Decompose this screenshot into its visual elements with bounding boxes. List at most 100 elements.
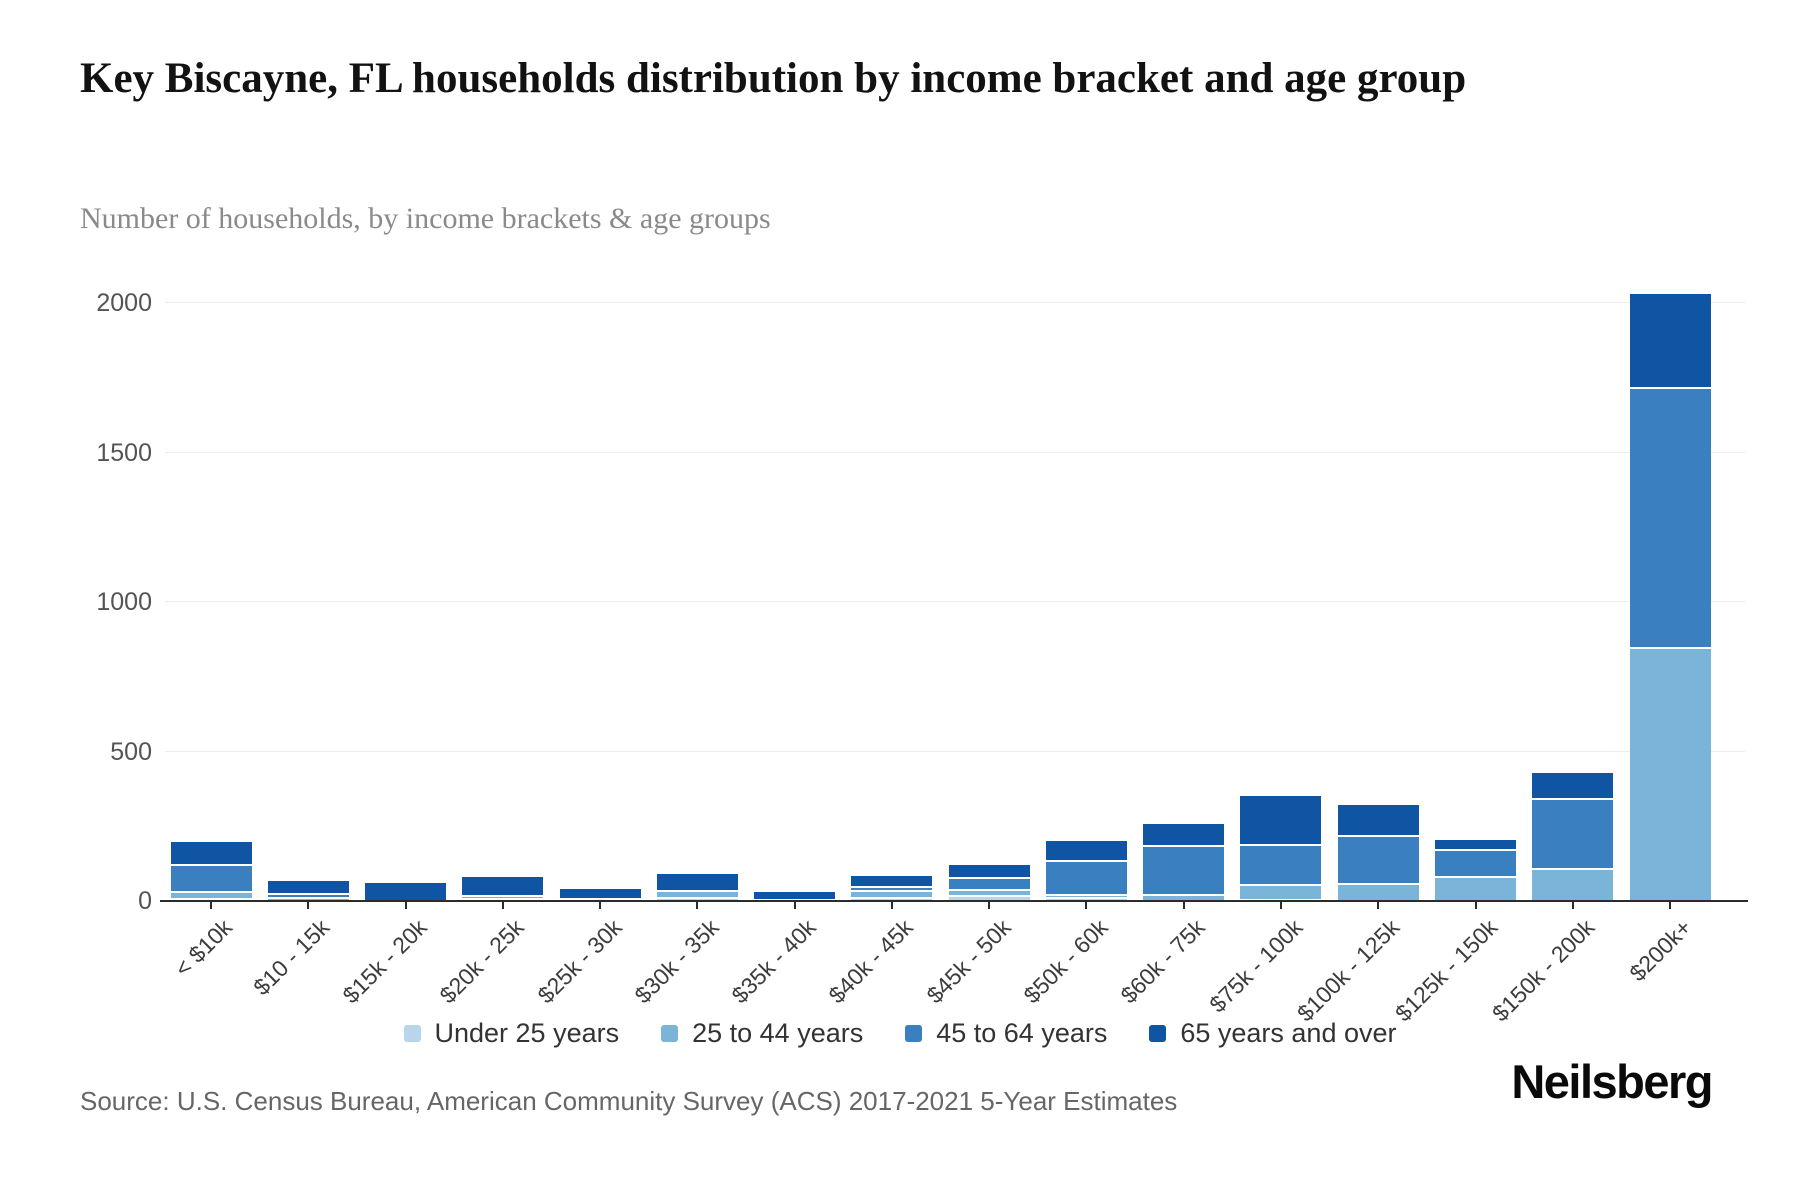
y-axis-label: 1000: [96, 588, 152, 616]
bar-segment[interactable]: [365, 883, 447, 901]
bar--25k-30k[interactable]: [559, 889, 641, 901]
bar-segment[interactable]: [1435, 876, 1516, 901]
bar-segment[interactable]: [1435, 849, 1516, 876]
bar-segment[interactable]: [462, 898, 544, 901]
bar--125k-150k[interactable]: [1435, 840, 1516, 901]
bar-segment[interactable]: [851, 890, 933, 897]
y-axis-label: 2000: [96, 289, 152, 317]
bar-segment[interactable]: [170, 864, 252, 891]
legend-label: 45 to 64 years: [936, 1018, 1108, 1048]
chart-subtitle: Number of households, by income brackets…: [80, 202, 771, 235]
bar-segment[interactable]: [1240, 796, 1322, 844]
bar-segment[interactable]: [851, 897, 933, 901]
bar-segment[interactable]: [267, 893, 349, 897]
bar-segment[interactable]: [1045, 894, 1127, 897]
bar-segment[interactable]: [1045, 897, 1127, 901]
x-axis-tick: [696, 902, 699, 909]
bar-segment[interactable]: [754, 892, 836, 899]
bar-segment[interactable]: [170, 898, 252, 901]
bar-segment[interactable]: [851, 876, 933, 886]
legend-label: 65 years and over: [1180, 1018, 1397, 1048]
gridline-2000: [165, 302, 1745, 303]
bar-segment[interactable]: [1532, 773, 1614, 798]
bar-segment[interactable]: [1337, 805, 1419, 835]
bar-segment[interactable]: [1240, 884, 1322, 899]
x-axis-label: $20k - 25k: [434, 914, 530, 1009]
x-axis-label: $60k - 75k: [1115, 914, 1211, 1009]
bar-segment[interactable]: [1337, 883, 1419, 901]
legend-swatch-icon: [1149, 1025, 1167, 1042]
bar-segment[interactable]: [267, 897, 349, 901]
bar-segment[interactable]: [948, 895, 1030, 901]
bar-segment[interactable]: [948, 877, 1030, 889]
legend-item-45-to-64-years[interactable]: 45 to 64 years: [905, 1018, 1107, 1049]
bar-segment[interactable]: [1532, 868, 1614, 901]
x-axis-label: $125k - 150k: [1389, 914, 1502, 1027]
bar-segment[interactable]: [1629, 387, 1711, 647]
bar-segment[interactable]: [1337, 835, 1419, 883]
x-axis-label: $10 - 15k: [248, 914, 335, 1001]
legend-label: 25 to 44 years: [692, 1018, 864, 1048]
bar--30k-35k[interactable]: [656, 874, 738, 901]
legend-swatch-icon: [905, 1025, 923, 1042]
bar-segment[interactable]: [462, 877, 544, 895]
y-axis-label: 0: [138, 887, 152, 915]
x-axis-label: $35k - 40k: [726, 914, 822, 1009]
x-axis-tick: [1085, 902, 1088, 909]
x-axis-label: $200k+: [1624, 914, 1697, 987]
bar--50k-60k[interactable]: [1045, 841, 1127, 901]
bar-segment[interactable]: [656, 890, 738, 897]
bar-segment[interactable]: [851, 886, 933, 890]
legend-item-25-to-44-years[interactable]: 25 to 44 years: [661, 1018, 863, 1049]
bar--10k[interactable]: [170, 842, 252, 901]
bar-segment[interactable]: [170, 842, 252, 864]
bar-segment[interactable]: [1143, 845, 1225, 894]
bar--100k-125k[interactable]: [1337, 805, 1419, 901]
x-axis-tick: [793, 902, 796, 909]
bar--40k-45k[interactable]: [851, 876, 933, 901]
x-axis-label: < $10k: [169, 914, 238, 982]
gridline-500: [165, 750, 1745, 752]
bar--60k-75k[interactable]: [1143, 824, 1225, 901]
bar-segment[interactable]: [1629, 294, 1711, 387]
bar--75k-100k[interactable]: [1240, 796, 1322, 901]
legend-item-under-25-years[interactable]: Under 25 years: [403, 1018, 619, 1049]
x-axis-label: $30k - 35k: [629, 914, 724, 1009]
bar-segment[interactable]: [1240, 844, 1322, 884]
chart-title: Key Biscayne, FL households distribution…: [80, 55, 1467, 102]
x-axis-label: $15k - 20k: [337, 914, 432, 1009]
x-axis-tick: [210, 902, 212, 909]
legend-item-65-years-and-over[interactable]: 65 years and over: [1149, 1018, 1397, 1049]
bar-segment[interactable]: [948, 889, 1030, 895]
bar-segment[interactable]: [1045, 860, 1127, 894]
y-axis-label: 500: [110, 737, 152, 766]
bar-segment[interactable]: [267, 881, 349, 893]
x-axis-tick: [988, 902, 991, 909]
bar--45k-50k[interactable]: [948, 865, 1030, 901]
bar-segment[interactable]: [462, 895, 544, 898]
bar-segment[interactable]: [1143, 894, 1225, 901]
bar-segment[interactable]: [1629, 647, 1711, 901]
bar-segment[interactable]: [1435, 840, 1516, 849]
bar-segment[interactable]: [656, 897, 738, 901]
bar-segment[interactable]: [170, 891, 252, 898]
bar--15k-20k[interactable]: [365, 883, 447, 901]
bar--200k+[interactable]: [1629, 294, 1711, 901]
bar--10-15k[interactable]: [267, 881, 349, 901]
bar-segment[interactable]: [1532, 798, 1614, 868]
bar-segment[interactable]: [1045, 841, 1127, 860]
bar-segment[interactable]: [1143, 824, 1225, 845]
x-axis-label: $50k - 60k: [1018, 914, 1113, 1009]
legend-swatch-icon: [661, 1025, 679, 1042]
bar--150k-200k[interactable]: [1532, 773, 1614, 901]
bar-segment[interactable]: [948, 865, 1030, 877]
bar-segment[interactable]: [559, 889, 641, 898]
plot-area: [165, 270, 1745, 901]
x-axis-label: $100k - 125k: [1292, 914, 1405, 1027]
bar-segment[interactable]: [559, 898, 641, 901]
bar-segment[interactable]: [656, 874, 738, 890]
x-axis-tick: [890, 902, 893, 909]
x-axis-label: $45k - 50k: [921, 914, 1016, 1009]
bar--20k-25k[interactable]: [462, 877, 544, 901]
